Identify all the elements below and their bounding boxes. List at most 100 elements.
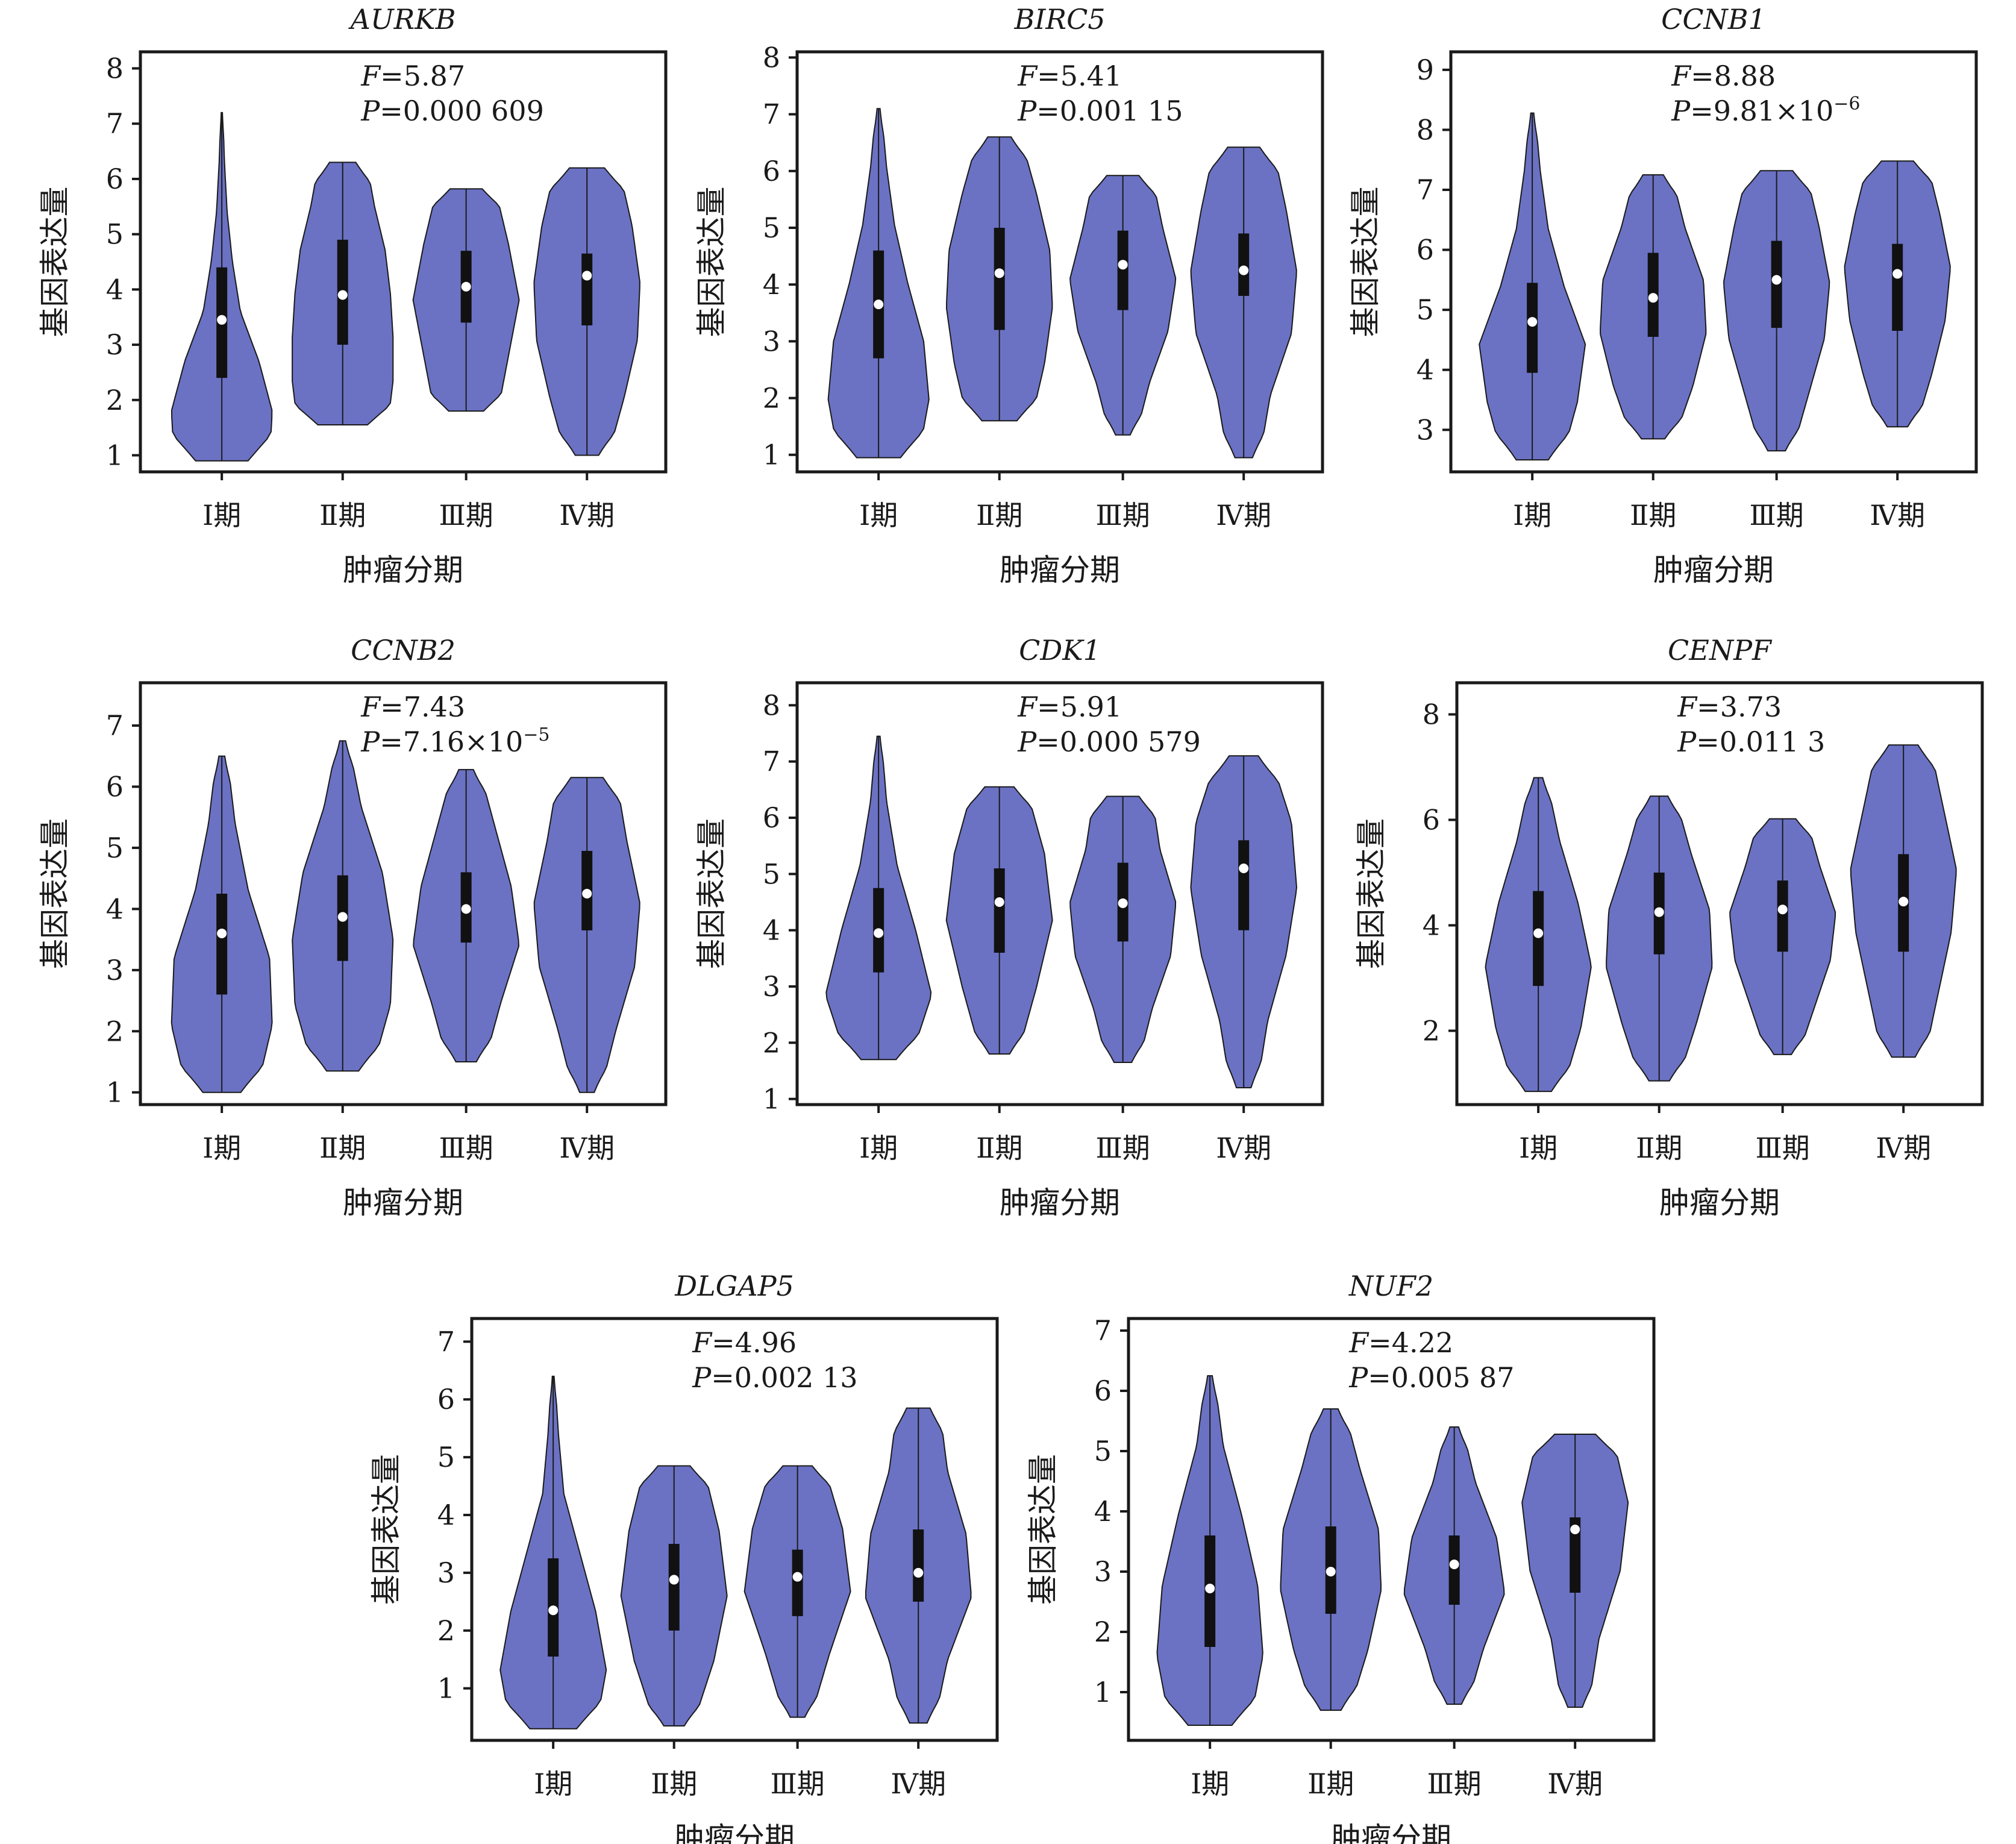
median-dot [1892, 269, 1903, 279]
y-tick-label: 7 [437, 1325, 455, 1358]
y-tick-label: 5 [763, 212, 780, 244]
iqr-box [994, 868, 1005, 953]
x-tick-label: Ⅱ期 [319, 499, 366, 532]
median-dot [582, 889, 592, 898]
y-tick-label: 6 [106, 770, 124, 803]
p-value-text: P=7.16×10−5 [360, 724, 549, 758]
iqr-box [1527, 283, 1538, 373]
p-symbol: P [360, 95, 380, 127]
x-tick-label: Ⅱ期 [1307, 1767, 1354, 1800]
x-tick-label: Ⅲ期 [1755, 1132, 1809, 1164]
y-axis-label: 基因表达量 [694, 818, 729, 969]
f-statistic: F=7.43 [360, 691, 465, 723]
y-tick-label: 3 [763, 325, 780, 357]
median-dot [1654, 907, 1664, 917]
p-value: =0.001 15 [1036, 95, 1183, 127]
median-dot [1527, 317, 1538, 327]
f-symbol: F [360, 60, 381, 92]
iqr-box [1533, 891, 1544, 986]
x-axis-label: 肿瘤分期 [674, 1821, 795, 1844]
f-statistic: F=4.96 [692, 1326, 797, 1359]
y-tick-label: 7 [106, 107, 124, 140]
plot-frame [795, 681, 1324, 1106]
plot-frame [470, 1317, 999, 1742]
f-statistic: F=3.73 [1677, 691, 1782, 723]
median-dot [1239, 864, 1249, 873]
y-tick-label: 2 [763, 382, 780, 415]
y-tick-label: 4 [763, 914, 780, 947]
x-tick-label: Ⅱ期 [1636, 1132, 1682, 1164]
median-dot [994, 268, 1004, 278]
median-dot [1118, 898, 1128, 908]
y-tick-label: 6 [1417, 234, 1434, 266]
median-dot [337, 912, 348, 922]
iqr-box [1570, 1517, 1581, 1593]
y-axis-label: 基因表达量 [369, 1454, 404, 1605]
x-tick-label: Ⅳ期 [1870, 499, 1925, 532]
median-dot [874, 299, 884, 310]
y-tick-label: 1 [106, 439, 124, 471]
p-symbol: P [1017, 95, 1037, 127]
iqr-box [581, 253, 593, 325]
y-tick-label: 4 [1417, 354, 1434, 386]
median-dot [1449, 1560, 1459, 1569]
x-tick-label: Ⅲ期 [439, 499, 493, 532]
f-value: =5.41 [1037, 60, 1122, 92]
y-tick-label: 5 [1094, 1435, 1112, 1467]
f-value: =4.22 [1368, 1326, 1453, 1359]
median-dot [1777, 905, 1788, 915]
y-tick-label: 8 [763, 689, 780, 721]
p-exponent: −6 [1833, 93, 1860, 114]
y-tick-label: 4 [437, 1499, 455, 1531]
y-tick-label: 7 [106, 709, 124, 742]
median-dot [994, 897, 1004, 907]
iqr-box [792, 1549, 803, 1616]
y-tick-label: 5 [106, 218, 124, 251]
y-tick-label: 9 [1417, 54, 1434, 86]
x-axis-label: 肿瘤分期 [1659, 1185, 1780, 1220]
y-tick-label: 2 [106, 384, 124, 416]
p-value: =7.16×10 [380, 726, 523, 758]
plot-frame [1127, 1317, 1656, 1742]
iqr-box [1892, 243, 1903, 331]
iqr-box [1117, 230, 1129, 310]
f-statistic: F=5.41 [1017, 60, 1122, 92]
plot-frame [795, 50, 1324, 474]
x-tick-label: Ⅰ期 [202, 499, 241, 532]
x-axis-label: 肿瘤分期 [343, 553, 463, 588]
chart-title: CENPF [1668, 634, 1773, 666]
x-tick-label: Ⅰ期 [1519, 1132, 1557, 1164]
y-tick-label: 4 [1094, 1495, 1112, 1528]
y-tick-label: 4 [763, 268, 780, 301]
x-axis-label: 肿瘤分期 [343, 1185, 463, 1220]
y-tick-label: 8 [763, 41, 780, 74]
y-axis-label: 基因表达量 [1354, 818, 1389, 969]
y-tick-label: 7 [763, 745, 780, 778]
p-value-text: P=0.011 3 [1677, 726, 1825, 758]
p-value-text: P=9.81×10−6 [1671, 93, 1860, 127]
x-axis-label: 肿瘤分期 [1000, 553, 1120, 588]
plot-frame [139, 50, 668, 474]
x-tick-label: Ⅳ期 [1216, 499, 1271, 532]
iqr-box [216, 894, 228, 995]
y-tick-label: 7 [1417, 174, 1434, 206]
y-tick-label: 1 [437, 1672, 455, 1705]
f-value: =5.91 [1037, 691, 1122, 723]
x-axis-label: 肿瘤分期 [1653, 553, 1774, 588]
median-dot [1118, 260, 1128, 270]
x-tick-label: Ⅱ期 [319, 1132, 366, 1164]
iqr-box [1777, 880, 1788, 952]
x-tick-label: Ⅳ期 [1876, 1132, 1931, 1164]
plot-frame [1449, 50, 1978, 474]
y-tick-label: 2 [1094, 1616, 1112, 1648]
p-exponent: −5 [523, 724, 549, 745]
y-tick-label: 3 [106, 954, 124, 986]
p-value: =0.011 3 [1696, 726, 1825, 758]
f-value: =8.88 [1691, 60, 1776, 92]
median-dot [337, 290, 348, 300]
